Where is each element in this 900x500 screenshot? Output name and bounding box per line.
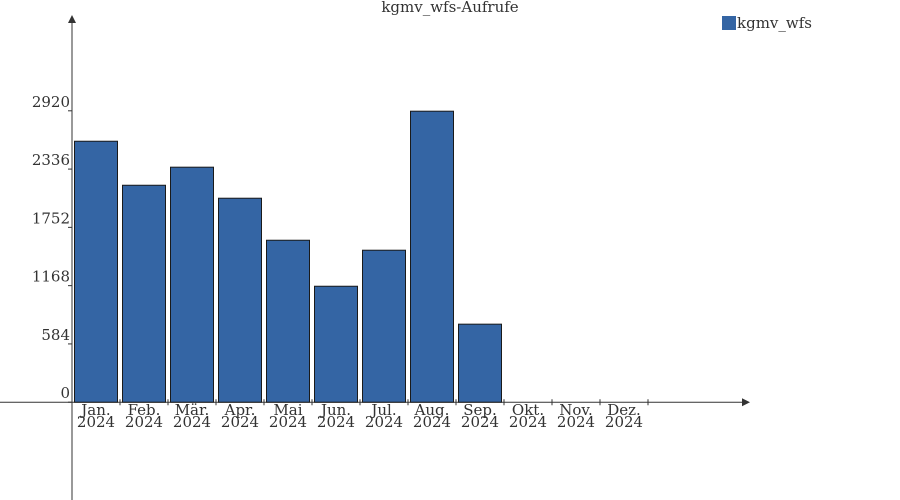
x-tick-label: Jul. — [369, 401, 396, 419]
legend-swatch — [722, 16, 736, 30]
x-tick-label: Mär. — [175, 401, 210, 419]
x-axis-arrow — [742, 398, 750, 407]
x-tick-label: 2024 — [221, 413, 259, 431]
bar — [218, 197, 262, 403]
x-tick-label: Jun. — [319, 401, 351, 419]
x-tick-label: 2024 — [365, 413, 403, 431]
y-tick-label: 2920 — [32, 93, 70, 111]
x-tick-label: 2024 — [461, 413, 499, 431]
x-tick-label: 2024 — [317, 413, 355, 431]
bar — [122, 184, 166, 403]
y-axis-arrow — [68, 15, 76, 23]
y-tick-label: 2336 — [32, 151, 70, 169]
x-tick-label: Sep. — [463, 401, 497, 419]
x-tick-label: Dez. — [607, 401, 641, 419]
x-tick-label: 2024 — [173, 413, 211, 431]
bar — [170, 166, 214, 403]
x-tick-label: 2024 — [509, 413, 547, 431]
y-tick-label: 584 — [41, 326, 70, 344]
x-tick-label: Feb. — [128, 401, 161, 419]
x-tick-label: Nov. — [559, 401, 593, 419]
bar — [458, 323, 502, 403]
chart-title: kgmv_wfs-Aufrufe — [381, 0, 518, 16]
x-tick-label: 2024 — [125, 413, 163, 431]
x-tick-label: Apr. — [224, 401, 256, 419]
x-tick-label: 2024 — [269, 413, 307, 431]
legend-label: kgmv_wfs — [737, 14, 812, 32]
x-tick-label: 2024 — [413, 413, 451, 431]
x-tick-label: Jan. — [79, 401, 110, 419]
x-tick-label: Okt. — [512, 401, 544, 419]
y-tick-label: 1168 — [32, 268, 70, 286]
y-tick-label: 1752 — [32, 209, 70, 227]
bar — [266, 239, 310, 403]
x-tick-label: 2024 — [557, 413, 595, 431]
bar — [74, 140, 118, 403]
x-tick-label: 2024 — [77, 413, 115, 431]
y-tick-label: 0 — [60, 384, 70, 402]
bar — [410, 110, 454, 403]
bar — [314, 285, 358, 403]
x-tick-label: Mai — [273, 401, 302, 419]
x-tick-label: Aug. — [414, 401, 450, 419]
x-tick-label: 2024 — [605, 413, 643, 431]
bar — [362, 249, 406, 403]
